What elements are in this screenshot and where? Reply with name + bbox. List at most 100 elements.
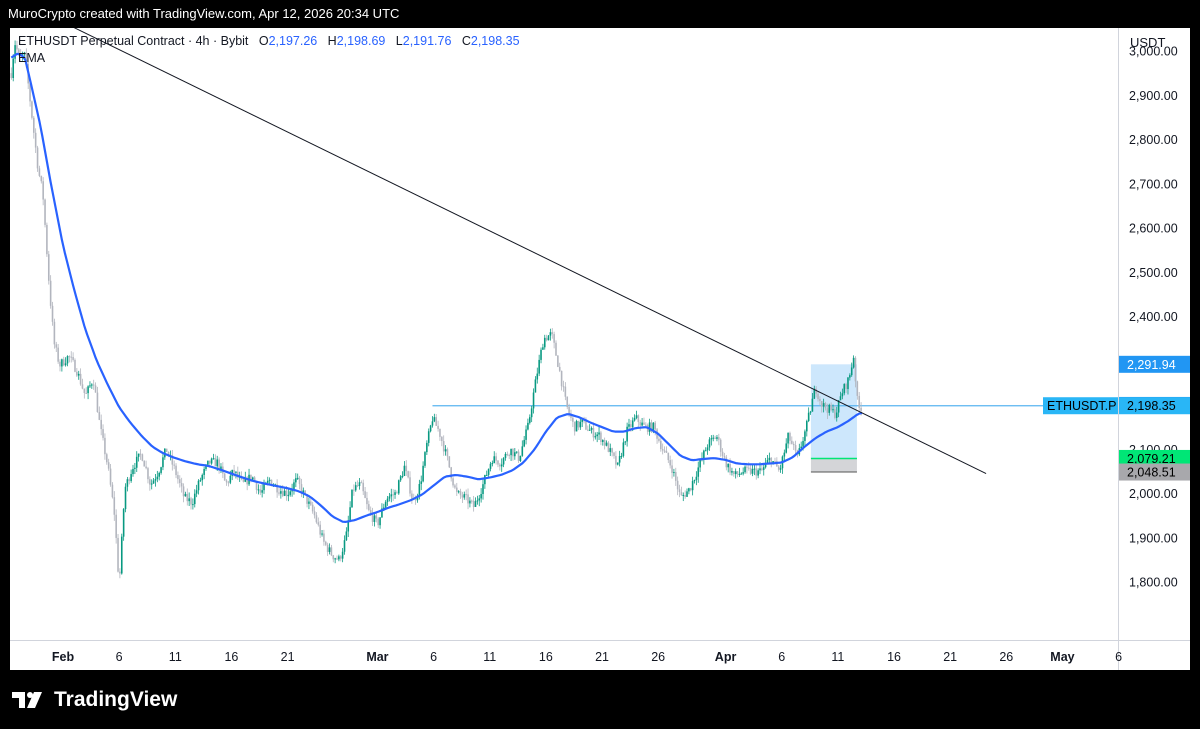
candle-body [92,384,95,386]
x-tick-label: 21 [595,650,609,664]
candle-body [442,441,445,452]
candle-body [794,445,797,451]
y-tick-label: 2,800.00 [1129,133,1178,147]
candle-body [809,411,812,413]
candle-body [44,199,46,225]
candle-body [455,487,458,492]
candle-body [87,386,89,394]
candle-body [313,511,316,516]
candle-body [353,489,355,491]
candle-body [323,533,325,542]
candle-body [36,147,39,169]
candle-body [109,468,112,485]
candle-body [77,373,80,376]
candle-body [225,480,228,483]
candle-body [744,466,746,473]
candle-body [819,399,821,402]
candle-body [446,449,449,457]
candle-body [158,472,161,477]
candle-body [328,547,331,552]
x-tick-label: 21 [943,650,957,664]
candle-body [266,480,269,483]
candle-body [729,463,731,473]
candle-body [180,483,183,487]
candle-body [684,494,686,497]
candle-body [740,473,743,475]
candle-body [422,465,424,482]
candle-body [197,480,200,491]
candle-body [817,393,819,400]
x-tick-label: Feb [52,650,75,664]
y-tick-label: 2,000.00 [1129,487,1178,501]
candle-body [592,427,595,438]
candle-body [373,515,376,522]
candle-body [366,497,368,505]
candle-body [175,465,177,476]
candle-body [487,468,490,475]
open-label: O [258,34,269,48]
symbol-legend[interactable]: ETHUSDT Perpetual Contract · 4h · Bybit … [18,34,520,48]
candle-body [461,495,464,498]
candle-body [517,451,520,461]
close-label: C [461,34,471,48]
candle-body [850,367,853,376]
ema-indicator-label[interactable]: EMA [18,51,46,65]
candle-body [184,493,187,497]
candle-body [753,468,756,470]
open-value: 2,197.26 [268,34,318,48]
chart-caption: MuroCrypto created with TradingView.com,… [8,6,400,21]
candle-body [25,52,28,65]
candle-body [665,450,668,453]
candle-body [315,515,318,523]
candle-body [547,335,550,341]
candle-body [669,460,671,466]
candle-body [283,490,286,496]
candle-body [551,332,554,335]
candle-body [768,457,771,461]
candle-body [12,58,15,78]
stop-zone [810,458,857,473]
candle-body [332,555,335,560]
candle-body [560,370,563,387]
y-tick-label: 1,900.00 [1129,531,1178,545]
candle-body [94,385,97,393]
x-tick-label: 6 [1115,650,1122,664]
candle-body [444,449,447,452]
candle-body [558,366,561,371]
candle-body [725,457,728,468]
candle-body [298,477,301,485]
candle-body [594,436,597,438]
candle-body [405,465,408,472]
symbol-name[interactable]: ETHUSDT Perpetual Contract · 4h · Bybit [18,34,249,48]
tradingview-logo[interactable]: TradingView [12,688,177,712]
target-zone [810,364,857,459]
candle-body [336,558,338,560]
candle-body [783,452,786,457]
candle-body [650,422,653,432]
candle-body [807,412,810,421]
candle-body [566,396,569,407]
candle-body [476,500,479,502]
candle-body [824,403,827,409]
candle-body [774,461,776,463]
candle-body [61,359,63,367]
candle-body [98,411,101,420]
candle-body [489,463,492,469]
candle-body [426,442,428,453]
candle-body [718,437,720,440]
candle-body [663,450,666,452]
candle-body [527,422,529,430]
candle-body [381,508,383,518]
candle-body [764,463,767,468]
chart-svg[interactable]: USDT1,800.001,900.002,000.002,100.002,20… [10,28,1190,670]
candle-body [186,493,189,502]
candle-body [427,431,430,443]
candle-body [820,401,823,407]
candle-body [674,472,677,481]
candle-body [710,438,713,440]
candle-body [622,442,625,456]
candle-body [424,452,426,466]
high-label: H [327,34,337,48]
candle-body [300,484,303,494]
candle-body [100,419,102,430]
